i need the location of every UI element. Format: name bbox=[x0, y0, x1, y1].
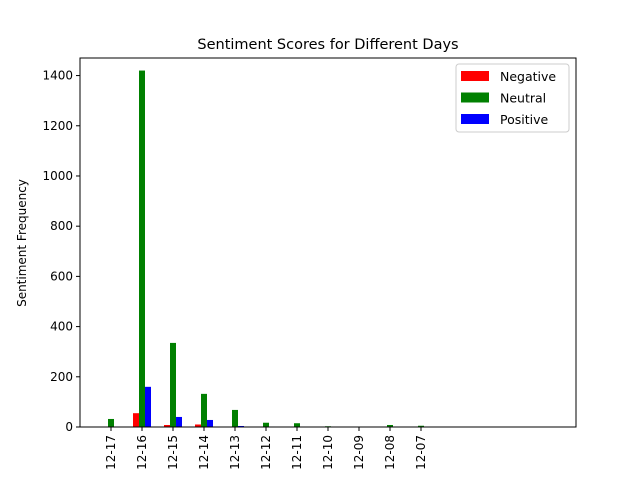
x-tick-label: 12-14 bbox=[197, 435, 211, 470]
bar bbox=[170, 343, 176, 427]
y-tick-label: 1400 bbox=[42, 69, 73, 83]
bar bbox=[145, 387, 151, 427]
legend-label-negative: Negative bbox=[500, 69, 556, 84]
bar bbox=[232, 410, 238, 427]
bar bbox=[176, 417, 182, 427]
y-tick-label: 200 bbox=[50, 370, 73, 384]
x-tick-label: 12-16 bbox=[135, 435, 149, 470]
bar bbox=[263, 423, 269, 427]
x-tick-label: 12-13 bbox=[228, 435, 242, 470]
x-tick-label: 12-09 bbox=[352, 435, 366, 470]
y-axis-label: Sentiment Frequency bbox=[15, 179, 29, 307]
x-tick-label: 12-11 bbox=[290, 435, 304, 470]
legend: Negative Neutral Positive bbox=[456, 64, 569, 132]
y-tick-label: 1200 bbox=[42, 119, 73, 133]
x-tick-label: 12-15 bbox=[166, 435, 180, 470]
bar bbox=[294, 423, 300, 427]
y-tick-label: 400 bbox=[50, 320, 73, 334]
bar bbox=[139, 71, 145, 427]
y-tick-label: 1000 bbox=[42, 169, 73, 183]
legend-swatch-positive bbox=[461, 114, 489, 124]
bar bbox=[207, 420, 213, 427]
x-tick-label: 12-12 bbox=[259, 435, 273, 470]
legend-label-neutral: Neutral bbox=[500, 91, 546, 106]
y-tick-label: 600 bbox=[50, 269, 73, 283]
legend-swatch-neutral bbox=[461, 93, 489, 103]
y-tick-label: 0 bbox=[65, 420, 73, 434]
x-tick-label: 12-10 bbox=[321, 435, 335, 470]
x-tick-label: 12-07 bbox=[414, 435, 428, 470]
chart-title: Sentiment Scores for Different Days bbox=[197, 37, 458, 53]
x-tick-label: 12-17 bbox=[104, 435, 118, 470]
x-tick-label: 12-08 bbox=[383, 435, 397, 470]
legend-label-positive: Positive bbox=[500, 112, 548, 127]
bar bbox=[108, 419, 114, 427]
y-tick-label: 800 bbox=[50, 219, 73, 233]
bar bbox=[201, 394, 207, 427]
bar bbox=[133, 413, 139, 427]
legend-swatch-negative bbox=[461, 71, 489, 81]
